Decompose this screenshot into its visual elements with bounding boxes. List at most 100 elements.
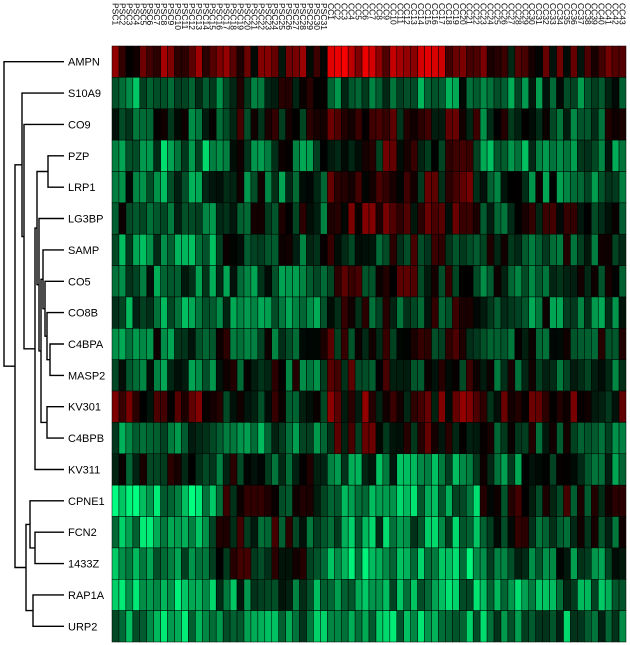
heatmap-cell (334, 45, 342, 78)
heatmap-cell (563, 328, 571, 360)
heatmap-cell (611, 516, 620, 549)
heatmap-cell (556, 171, 564, 204)
heatmap-cell (299, 547, 307, 580)
heatmap-cell (174, 453, 182, 486)
heatmap-cell (375, 359, 384, 392)
heatmap-cell (236, 45, 245, 78)
heatmap-cell (368, 45, 377, 78)
heatmap-cell (521, 296, 530, 329)
heatmap-cell (417, 139, 425, 172)
heatmap-cell (188, 579, 196, 611)
heatmap-cell (111, 359, 120, 392)
heatmap-cell (181, 139, 189, 172)
heatmap-cell (222, 453, 231, 486)
heatmap-cell (195, 579, 203, 611)
heatmap-cell (542, 233, 550, 266)
heatmap-cell (514, 484, 523, 517)
heatmap-cell (584, 579, 592, 611)
heatmap-cell (577, 265, 585, 298)
heatmap-cell (153, 77, 161, 109)
heatmap-cell (327, 484, 335, 517)
heatmap-cell (215, 328, 224, 360)
heatmap-cell (132, 233, 141, 266)
heatmap-cell (577, 171, 585, 204)
heatmap-cell (396, 516, 404, 549)
heatmap-cell (361, 296, 370, 329)
heatmap-cell (396, 139, 404, 172)
heatmap-cell (424, 516, 432, 549)
heatmap-cell (493, 484, 502, 517)
heatmap-cell (500, 77, 509, 109)
column-label: PSC29 (305, 3, 315, 30)
heatmap-cell (604, 202, 613, 235)
heatmap-cell (493, 77, 502, 109)
heatmap-cell (327, 579, 335, 611)
heatmap-cell (299, 359, 307, 392)
heatmap-cell (313, 233, 321, 266)
heatmap-cell (472, 516, 481, 549)
heatmap-cell (132, 171, 141, 204)
heatmap-cell (389, 359, 398, 392)
heatmap-cell (285, 359, 293, 392)
heatmap-cell (111, 610, 120, 643)
heatmap-cell (584, 265, 592, 298)
heatmap-cell (556, 233, 564, 266)
heatmap-cell (146, 139, 154, 172)
heatmap-cell (549, 202, 557, 235)
heatmap-cell (493, 516, 502, 549)
heatmap-cell (563, 202, 571, 235)
heatmap-cell (160, 610, 168, 643)
heatmap-cell (320, 139, 328, 172)
column-label: PSC17 (222, 3, 232, 30)
heatmap-cell (327, 359, 335, 392)
heatmap-cell (202, 45, 210, 78)
heatmap-cell (389, 139, 398, 172)
heatmap-cell (604, 484, 613, 517)
heatmap-cell (389, 171, 398, 204)
heatmap-cell (542, 45, 550, 78)
heatmap-cell (125, 516, 134, 549)
heatmap-cell (188, 77, 196, 109)
heatmap-cell (222, 171, 231, 204)
heatmap-cell (577, 516, 585, 549)
heatmap-cell (174, 610, 182, 643)
heatmap-cell (577, 610, 585, 643)
heatmap-cell (472, 77, 481, 109)
heatmap-cell (375, 139, 384, 172)
heatmap-cell (570, 516, 578, 549)
heatmap-cell (445, 610, 453, 643)
heatmap-cell (396, 579, 404, 611)
heatmap-cell (556, 390, 564, 423)
heatmap-cell (528, 171, 536, 204)
heatmap-cell (424, 45, 432, 78)
heatmap-cell (111, 547, 120, 580)
heatmap-cell (584, 108, 592, 141)
heatmap-cell (160, 328, 168, 360)
heatmap-cell (160, 77, 168, 109)
heatmap-cell (347, 139, 356, 172)
heatmap-cell (403, 359, 411, 392)
heatmap-cell (563, 484, 571, 517)
heatmap-cell (160, 422, 168, 455)
heatmap-cell (410, 233, 418, 266)
heatmap-cell (229, 265, 238, 298)
heatmap-cell (222, 579, 231, 611)
heatmap-cell (320, 233, 328, 266)
column-label: CC25 (493, 3, 503, 25)
heatmap-cell (591, 171, 599, 204)
heatmap-cell (597, 139, 606, 172)
heatmap-cell (313, 202, 321, 235)
column-label: PSC30 (312, 3, 322, 30)
column-label: PSC14 (201, 3, 211, 30)
heatmap-cell (139, 233, 147, 266)
heatmap-cell (334, 579, 342, 611)
heatmap-cell (514, 233, 523, 266)
heatmap-cell (563, 108, 571, 141)
heatmap-cell (396, 453, 404, 486)
heatmap-cell (611, 233, 620, 266)
heatmap-cell (542, 453, 550, 486)
heatmap-cell (271, 516, 279, 549)
heatmap-cell (292, 171, 300, 204)
heatmap-cell (424, 296, 432, 329)
heatmap-cell (299, 516, 307, 549)
